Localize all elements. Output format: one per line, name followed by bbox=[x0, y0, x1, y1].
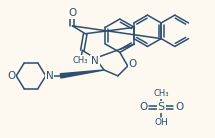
Text: O: O bbox=[7, 71, 15, 81]
Text: CH₃: CH₃ bbox=[73, 56, 88, 65]
Text: O: O bbox=[129, 59, 137, 69]
Text: O: O bbox=[68, 8, 77, 18]
Polygon shape bbox=[60, 70, 104, 78]
Text: O: O bbox=[175, 102, 183, 112]
Text: O: O bbox=[139, 102, 148, 112]
Text: OH: OH bbox=[154, 118, 168, 127]
Text: N: N bbox=[91, 56, 99, 66]
Text: CH₃: CH₃ bbox=[154, 89, 169, 98]
Text: N: N bbox=[46, 71, 54, 81]
Text: S: S bbox=[158, 102, 165, 112]
